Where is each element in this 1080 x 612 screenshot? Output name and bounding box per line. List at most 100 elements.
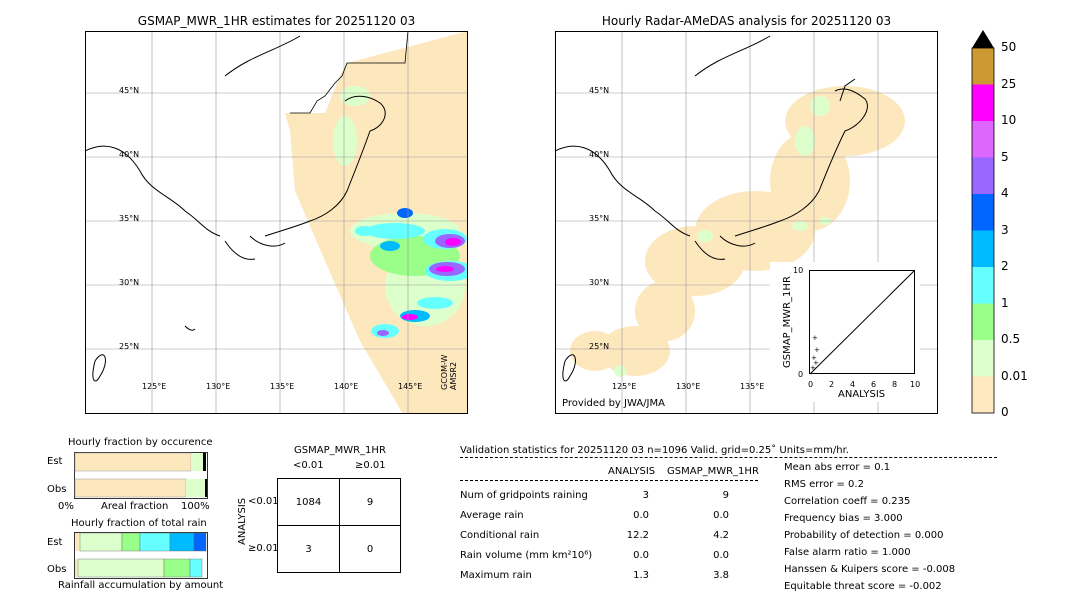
colorbar-swatch: [972, 194, 994, 231]
colorbar-label: 50: [1001, 40, 1017, 54]
right-lat-45: 45°N: [589, 86, 610, 95]
validation-table: Num of gridpoints raining 3 9 Average ra…: [460, 490, 760, 590]
contingency-cell-01: 9: [366, 497, 374, 508]
score-rmse: RMS error = 0.2: [784, 479, 864, 490]
right-map-title: Hourly Radar-AMeDAS analysis for 2025112…: [601, 14, 892, 28]
score-corr: Correlation coeff = 0.235: [784, 496, 911, 507]
total-obs-label: Obs: [47, 564, 67, 575]
contingency-grid: 1084 9 3 0: [277, 478, 401, 573]
contingency-cell-00: 1084: [295, 497, 322, 508]
contingency-cell-11: 0: [366, 544, 374, 555]
colorbar-label: 1: [1001, 295, 1009, 310]
colorbar-label: 5: [1001, 149, 1009, 164]
svg-text:+: +: [810, 364, 816, 372]
inset-x0: 0: [808, 380, 814, 389]
contingency-title: GSMAP_MWR_1HR: [294, 445, 386, 456]
left-lon-140: 140°E: [334, 382, 359, 391]
validation-row: Rain volume (mm km²10⁶) 0.0 0.0: [460, 550, 729, 561]
right-lat-30: 30°N: [589, 278, 610, 287]
data-credit: Provided by JWA/JMA: [562, 398, 665, 409]
left-lat-40: 40°N: [119, 150, 140, 159]
score-far: False alarm ratio = 1.000: [784, 547, 911, 558]
colorbar-swatch: [972, 157, 994, 194]
occurrence-axis-mid: Areal fraction: [101, 501, 169, 512]
validation-divider: [460, 457, 997, 458]
inset-x2: 2: [829, 380, 835, 389]
colorbar-swatch: [972, 84, 994, 121]
left-lon-145: 145°E: [398, 382, 423, 391]
validation-row: Average rain 0.0 0.0: [460, 510, 729, 521]
colorbar-swatch: [972, 267, 994, 304]
total-rain-chart: [74, 532, 208, 579]
contingency-row-1: ≥0.01: [248, 543, 279, 554]
colorbar-label: 2: [1001, 259, 1009, 273]
colorbar-swatch: [972, 303, 994, 340]
validation-row: Conditional rain 12.2 4.2: [460, 530, 729, 541]
svg-text:+: +: [813, 359, 819, 367]
colorbar-swatch: [972, 121, 994, 158]
svg-text:+: +: [814, 346, 820, 354]
total-rain-footer: Rainfall accumulation by amount: [58, 580, 224, 591]
left-lat-45: 45°N: [119, 86, 140, 95]
colorbar-label: 3: [1001, 222, 1009, 237]
inset-ymax: 10: [793, 266, 804, 275]
left-lat-25: 25°N: [119, 342, 140, 351]
colorbar: [971, 30, 995, 414]
colorbar-label: 25: [1001, 76, 1017, 91]
occurrence-title: Hourly fraction by occurence: [68, 437, 213, 448]
score-pod: Probability of detection = 0.000: [784, 530, 944, 541]
left-map-coastlines: [85, 35, 386, 382]
left-lat-30: 30°N: [119, 278, 140, 287]
right-lon-135: 135°E: [740, 382, 765, 391]
contingency-col-1: ≥0.01: [355, 460, 386, 471]
contingency-col-0: <0.01: [293, 460, 324, 471]
validation-row: Num of gridpoints raining 3 9: [460, 490, 729, 501]
validation-row: Maximum rain 1.3 3.8: [460, 570, 729, 581]
colorbar-swatch: [972, 376, 994, 413]
scatter-points: + + + + +: [810, 334, 820, 372]
total-est-label: Est: [47, 537, 63, 548]
score-ets: Equitable threat score = -0.002: [784, 581, 942, 592]
occurrence-obs-bar: [74, 478, 187, 498]
occurrence-est-bar: [74, 452, 192, 472]
contingency-cell-10: 3: [305, 544, 312, 555]
left-lat-35: 35°N: [119, 214, 140, 223]
inset-x4: 4: [850, 380, 856, 389]
left-map: [85, 31, 468, 414]
occurrence-axis-right: 100%: [181, 501, 210, 512]
occurrence-axis-left: 0%: [58, 501, 74, 512]
right-lat-35: 35°N: [589, 214, 610, 223]
occurrence-obs-label: Obs: [47, 484, 67, 495]
inset-ylabel: GSMAP_MWR_1HR: [782, 276, 793, 368]
colorbar-label: 0.5: [1001, 332, 1021, 346]
total-rain-title: Hourly fraction of total rain: [71, 518, 207, 529]
validation-col-analysis: ANALYSIS: [608, 466, 656, 477]
inset-x6: 6: [871, 380, 877, 389]
occurrence-est-label: Est: [47, 456, 63, 467]
validation-scores: Mean abs error = 0.1 RMS error = 0.2 Cor…: [784, 462, 955, 598]
colorbar-swatch: [972, 230, 994, 267]
colorbar-swatch: [972, 340, 994, 377]
colorbar-extend-arrow: [972, 30, 994, 48]
colorbar-label: 4: [1001, 186, 1009, 200]
right-map-coastlines: [555, 35, 868, 382]
left-lon-130: 130°E: [206, 382, 231, 391]
occurrence-est-wet: [191, 453, 203, 471]
right-lon-130: 130°E: [676, 382, 701, 391]
inset-xlabel: ANALYSIS: [838, 389, 886, 400]
left-map-title: GSMAP_MWR_1HR estimates for 20251120 03: [137, 14, 416, 28]
identity-line: [809, 270, 915, 375]
colorbar-label: 10: [1001, 113, 1017, 127]
svg-text:+: +: [812, 334, 818, 342]
left-lon-125: 125°E: [142, 382, 167, 391]
contingency-row-axis: ANALYSIS: [237, 497, 248, 545]
occurrence-obs-wet: [186, 479, 206, 497]
contingency-row-0: <0.01: [248, 496, 279, 507]
rain-patches: [333, 86, 468, 338]
scatter-inset: + + + + +: [809, 270, 915, 375]
sensor-label: GCOM-W AMSR2: [440, 354, 458, 390]
svg-text:+: +: [811, 354, 817, 362]
right-lat-25: 25°N: [589, 342, 610, 351]
inset-x10: 10: [910, 380, 921, 389]
validation-col-gsmap: GSMAP_MWR_1HR: [667, 466, 759, 477]
